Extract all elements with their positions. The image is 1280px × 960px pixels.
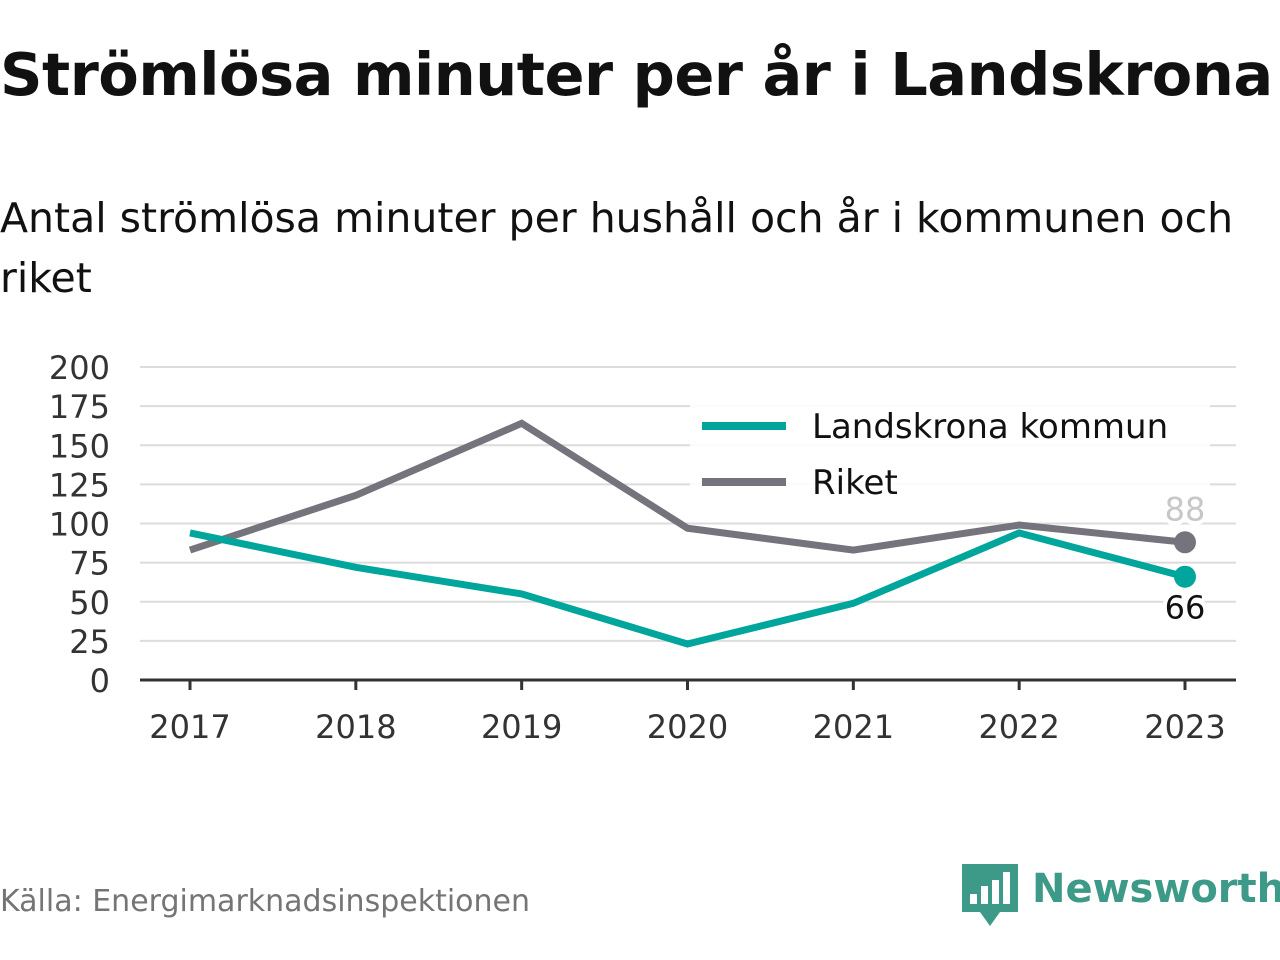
end-point-riket: [1174, 531, 1196, 554]
x-tick-label: 2017: [149, 708, 230, 746]
end-labels: 66 88: [1161, 486, 1210, 630]
y-tick-label: 200: [49, 349, 110, 387]
x-tick-label: 2022: [978, 708, 1059, 746]
y-tick-label: 50: [69, 584, 110, 622]
brand-name: Newsworthy: [1032, 866, 1280, 912]
legend-label-riket: Riket: [812, 463, 898, 503]
legend-label-landskrona-kommun: Landskrona kommun: [812, 407, 1168, 447]
y-tick-label: 150: [49, 427, 110, 465]
end-label-riket: 88: [1165, 490, 1206, 528]
x-tick-label: 2021: [813, 708, 894, 746]
x-tick-label: 2020: [647, 708, 728, 746]
y-tick-label: 25: [69, 623, 110, 661]
x-tick-label: 2023: [1144, 708, 1225, 746]
series-line-riket: [188, 419, 1186, 554]
series-line-landskrona-kommun: [189, 529, 1186, 648]
x-tick-label: 2018: [315, 708, 396, 746]
end-label-landskrona-kommun: 66: [1165, 589, 1206, 627]
x-tick-label: 2019: [481, 708, 562, 746]
y-tick-label: 0: [90, 662, 110, 700]
newsworthy-bar-chart-icon: [962, 864, 1018, 926]
chart-title: Strömlösa minuter per år i Landskrona: [0, 40, 1273, 109]
x-axis-ticks: 2017 2018 2019 2020 2021 2022 2023: [149, 680, 1226, 746]
chart-subtitle: Antal strömlösa minuter per hushåll och …: [0, 194, 1234, 302]
legend: Landskrona kommun Riket: [690, 404, 1210, 512]
y-tick-label: 125: [49, 466, 110, 504]
series-lines: [188, 419, 1196, 648]
end-point-landskrona-kommun: [1174, 565, 1196, 588]
source-note: Källa: Energimarknadsinspektionen: [0, 884, 531, 919]
y-tick-label: 100: [49, 506, 110, 544]
y-tick-label: 175: [49, 388, 110, 426]
y-tick-label: 75: [69, 545, 110, 583]
